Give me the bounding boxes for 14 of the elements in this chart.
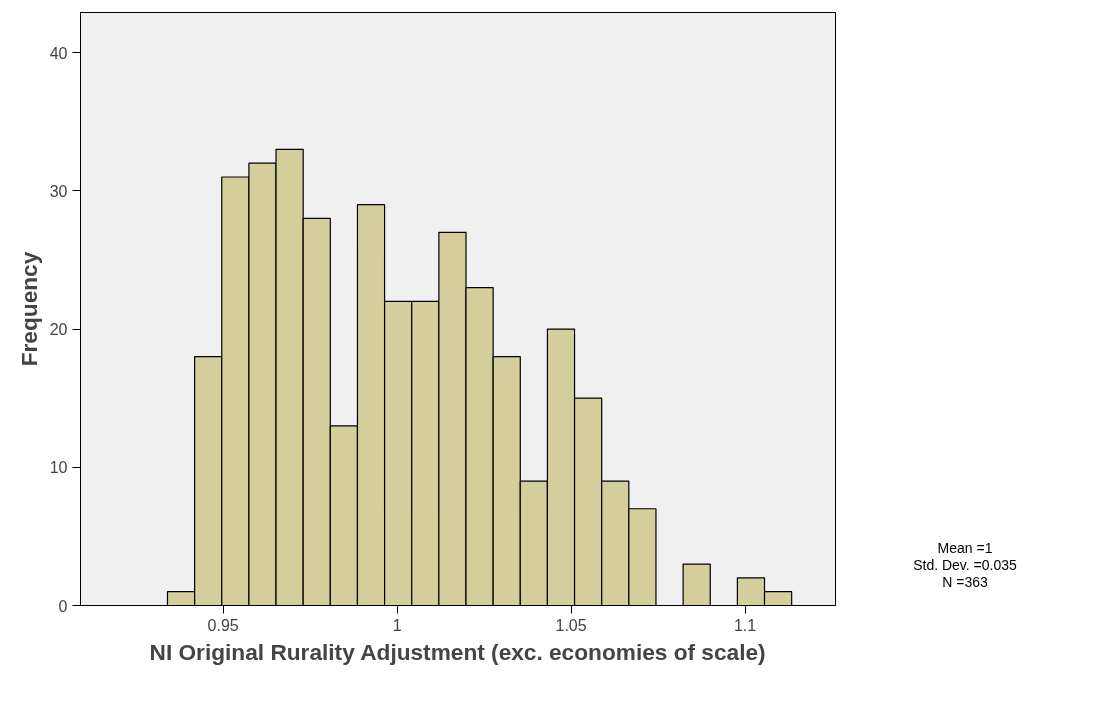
text: Mean =1 bbox=[937, 540, 993, 556]
x-tick-label: 1 bbox=[392, 616, 402, 634]
x-axis-title: NI Original Rurality Adjustment (exc. economies of scale) bbox=[149, 638, 766, 665]
x-tick-label: 0.95 bbox=[207, 616, 239, 634]
x-tick-label: 1.1 bbox=[733, 616, 757, 634]
text: N =363 bbox=[942, 574, 988, 590]
y-tick-label: 30 bbox=[49, 182, 68, 200]
x-tick-label: 1.05 bbox=[555, 616, 587, 634]
y-tick-label: 20 bbox=[49, 321, 68, 339]
text: Std. Dev. =0.035 bbox=[913, 557, 1017, 573]
y-axis-title: Frequency bbox=[15, 251, 42, 367]
y-tick-label: 0 bbox=[58, 597, 68, 615]
y-tick-label: 10 bbox=[49, 459, 68, 477]
y-tick-label: 40 bbox=[49, 44, 68, 62]
